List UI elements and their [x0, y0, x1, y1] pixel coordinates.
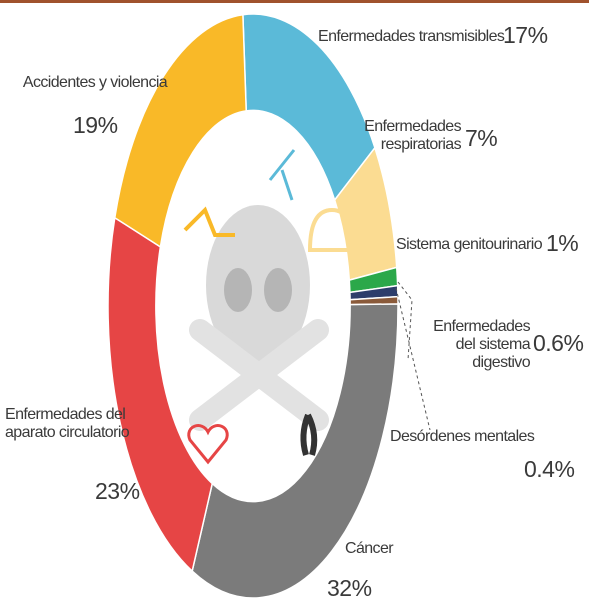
- category-label: Sistema genitourinario: [396, 236, 546, 254]
- category-label: Accidentes y violencia: [15, 74, 175, 92]
- page: Enfermedades transmisibles17% Enfermedade…: [0, 0, 589, 613]
- top-border: [0, 0, 589, 3]
- category-label: Enfermedades respiratorias: [356, 118, 461, 154]
- mosquito-icon: [270, 150, 294, 200]
- category-label: Desórdenes mentales: [390, 428, 540, 446]
- value-label: 17%: [503, 22, 548, 49]
- value-label: 23%: [95, 478, 140, 505]
- donut-segment: [108, 218, 212, 571]
- heart-icon: [189, 426, 227, 462]
- ribbon-icon: [303, 415, 314, 455]
- category-label: Enfermedades del aparato circulatorio: [5, 406, 145, 442]
- category-label: Cáncer: [345, 540, 415, 558]
- value-label: 32%: [327, 575, 372, 602]
- value-label: 19%: [73, 112, 118, 139]
- donut-segment: [115, 15, 246, 247]
- value-label: 0.6%: [533, 330, 583, 357]
- value-label: 1%: [546, 230, 578, 257]
- value-label: 7%: [465, 125, 497, 152]
- skull-icon: [200, 205, 318, 420]
- value-label: 0.4%: [524, 456, 574, 483]
- category-label: Enfermedades transmisibles: [318, 28, 508, 46]
- category-label: Enfermedades del sistema digestivo: [410, 318, 530, 372]
